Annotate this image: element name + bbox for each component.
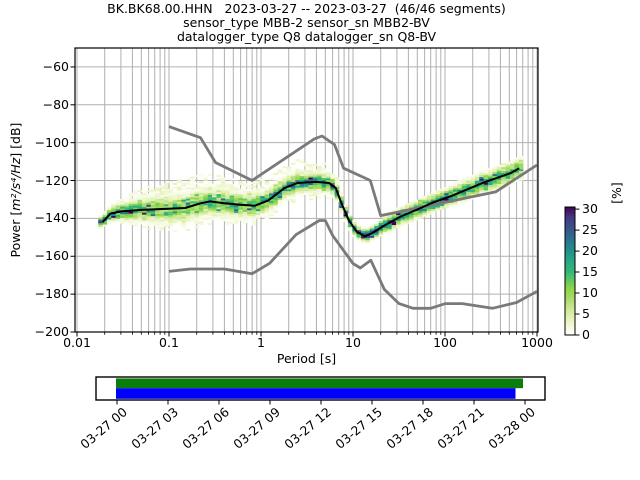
x-tick-label: 1	[257, 335, 265, 350]
title-line-2: sensor_type MBB-2 sensor_sn MBB2-BV	[183, 15, 430, 30]
colorbar-tick-label: 30	[582, 201, 598, 217]
colorbar-tick-label: 10	[582, 285, 598, 301]
colorbar-label: [%]	[609, 182, 624, 204]
y-tick-label: −60	[42, 58, 69, 74]
x-tick-label: 0.1	[159, 335, 179, 350]
colorbar-tick-label: 0	[582, 327, 590, 342]
y-tick-label: −160	[34, 248, 69, 264]
y-tick-label: −80	[42, 96, 69, 112]
y-tick-label: −200	[34, 324, 69, 339]
x-tick-label: 1000	[521, 335, 553, 350]
x-tick-label: 10	[345, 335, 361, 350]
title-line-1: BK.BK68.00.HHN 2023-03-27 -- 2023-03-27 …	[107, 1, 506, 16]
colorbar-tick-label: 15	[582, 264, 598, 280]
title-line-3: datalogger_type Q8 datalogger_sn Q8-BV	[176, 29, 437, 44]
x-axis-label: Period [s]	[276, 351, 337, 366]
colorbar-tick-label: 20	[582, 243, 598, 259]
x-tick-label: 0.01	[63, 335, 91, 350]
colorbar-tick-label: 25	[582, 222, 598, 238]
y-tick-label: −140	[34, 210, 69, 226]
y-tick-label: −100	[34, 134, 69, 150]
y-tick-label: −120	[34, 172, 69, 188]
y-tick-label: −180	[34, 286, 69, 302]
x-tick-label: 100	[433, 335, 457, 350]
colorbar-tick-label: 5	[582, 306, 590, 322]
